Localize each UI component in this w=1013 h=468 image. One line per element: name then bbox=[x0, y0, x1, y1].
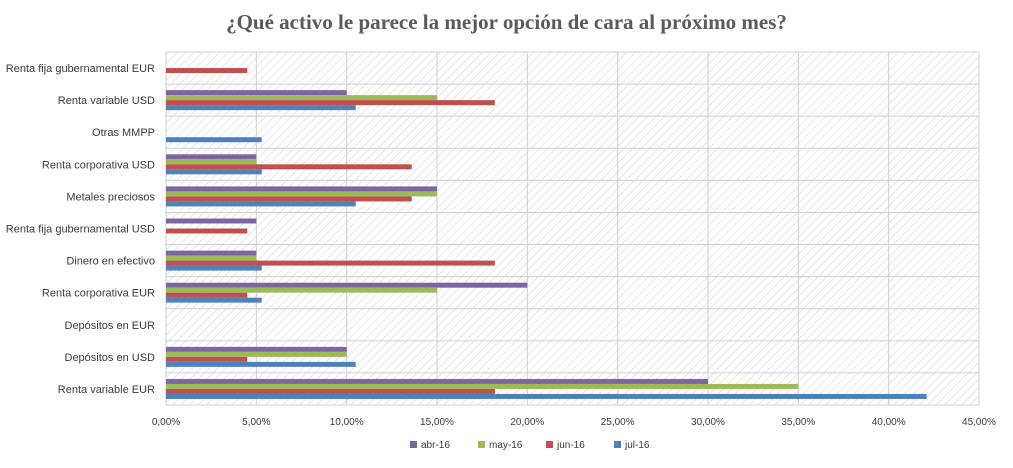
category-label: Renta fija gubernamental USD bbox=[6, 224, 155, 236]
x-tick-label: 0,00% bbox=[152, 417, 180, 428]
category-label: Depósitos en EUR bbox=[65, 320, 156, 332]
bar-jun-16 bbox=[166, 100, 495, 106]
bar-jul-16 bbox=[166, 201, 356, 207]
bar-abr-16 bbox=[166, 154, 257, 160]
category-label: Depósitos en USD bbox=[65, 352, 156, 364]
chart-title: ¿Qué activo le parece la mejor opción de… bbox=[226, 10, 787, 34]
x-tick-label: 5,00% bbox=[242, 417, 270, 428]
bar-jun-16 bbox=[166, 164, 412, 170]
bar-abr-16 bbox=[166, 346, 347, 352]
bar-jun-16 bbox=[166, 292, 248, 298]
bar-jul-16 bbox=[166, 265, 262, 271]
bar-may-16 bbox=[166, 191, 437, 197]
bar-jun-16 bbox=[166, 68, 248, 74]
x-tick-label: 40,00% bbox=[872, 417, 906, 428]
bar-may-16 bbox=[166, 351, 347, 357]
bar-jul-16 bbox=[166, 105, 356, 111]
bar-jul-16 bbox=[166, 137, 262, 143]
bar-abr-16 bbox=[166, 90, 347, 96]
category-label: Renta fija gubernamental EUR bbox=[6, 63, 155, 75]
x-tick-label: 25,00% bbox=[601, 417, 635, 428]
bar-jun-16 bbox=[166, 196, 412, 202]
bar-jul-16 bbox=[166, 361, 356, 367]
legend-swatch bbox=[614, 441, 621, 448]
legend-label: may-16 bbox=[489, 440, 523, 451]
legend-swatch bbox=[546, 441, 553, 448]
bar-abr-16 bbox=[166, 186, 437, 192]
bars bbox=[166, 68, 927, 399]
category-label: Renta corporativa USD bbox=[42, 159, 155, 171]
bar-jul-16 bbox=[166, 169, 262, 175]
bar-may-16 bbox=[166, 159, 257, 165]
category-labels: Renta fija gubernamental EUR Renta variab… bbox=[6, 63, 156, 396]
bar-jul-16 bbox=[166, 297, 262, 303]
bar-may-16 bbox=[166, 95, 437, 101]
bar-may-16 bbox=[166, 287, 437, 293]
plot-area bbox=[166, 52, 979, 405]
x-tick-label: 35,00% bbox=[781, 417, 815, 428]
category-label: Dinero en efectivo bbox=[66, 256, 155, 268]
category-label: Renta variable EUR bbox=[58, 384, 155, 396]
bar-may-16 bbox=[166, 383, 799, 389]
x-tick-label: 10,00% bbox=[330, 417, 364, 428]
category-label: Otras MMPP bbox=[92, 127, 155, 139]
bar-abr-16 bbox=[166, 218, 257, 224]
bar-jun-16 bbox=[166, 228, 248, 234]
legend: abr-16 may-16 jun-16 jul-16 bbox=[410, 440, 650, 451]
category-label: Renta corporativa EUR bbox=[42, 288, 155, 300]
legend-swatch bbox=[410, 441, 417, 448]
bar-jul-16 bbox=[166, 393, 927, 399]
legend-label: abr-16 bbox=[421, 440, 450, 451]
category-label: Renta variable USD bbox=[58, 95, 155, 107]
bar-abr-16 bbox=[166, 378, 708, 384]
bar-abr-16 bbox=[166, 282, 528, 288]
x-tick-label: 15,00% bbox=[420, 417, 454, 428]
legend-label: jun-16 bbox=[556, 440, 585, 451]
bar-jun-16 bbox=[166, 388, 495, 394]
bar-jun-16 bbox=[166, 356, 248, 362]
bar-may-16 bbox=[166, 255, 257, 261]
x-tick-label: 30,00% bbox=[691, 417, 725, 428]
grid-lines bbox=[165, 51, 980, 406]
bar-abr-16 bbox=[166, 250, 257, 256]
x-tick-label: 20,00% bbox=[510, 417, 544, 428]
category-label: Metales preciosos bbox=[66, 191, 155, 203]
x-tick-label: 45,00% bbox=[962, 417, 996, 428]
legend-label: jul-16 bbox=[624, 440, 650, 451]
x-axis-ticks: 0,00% 5,00% 10,00% 15,00% 20,00% 25,00% 30,00%… bbox=[152, 417, 996, 428]
legend-swatch bbox=[478, 441, 485, 448]
bar-jun-16 bbox=[166, 260, 495, 266]
